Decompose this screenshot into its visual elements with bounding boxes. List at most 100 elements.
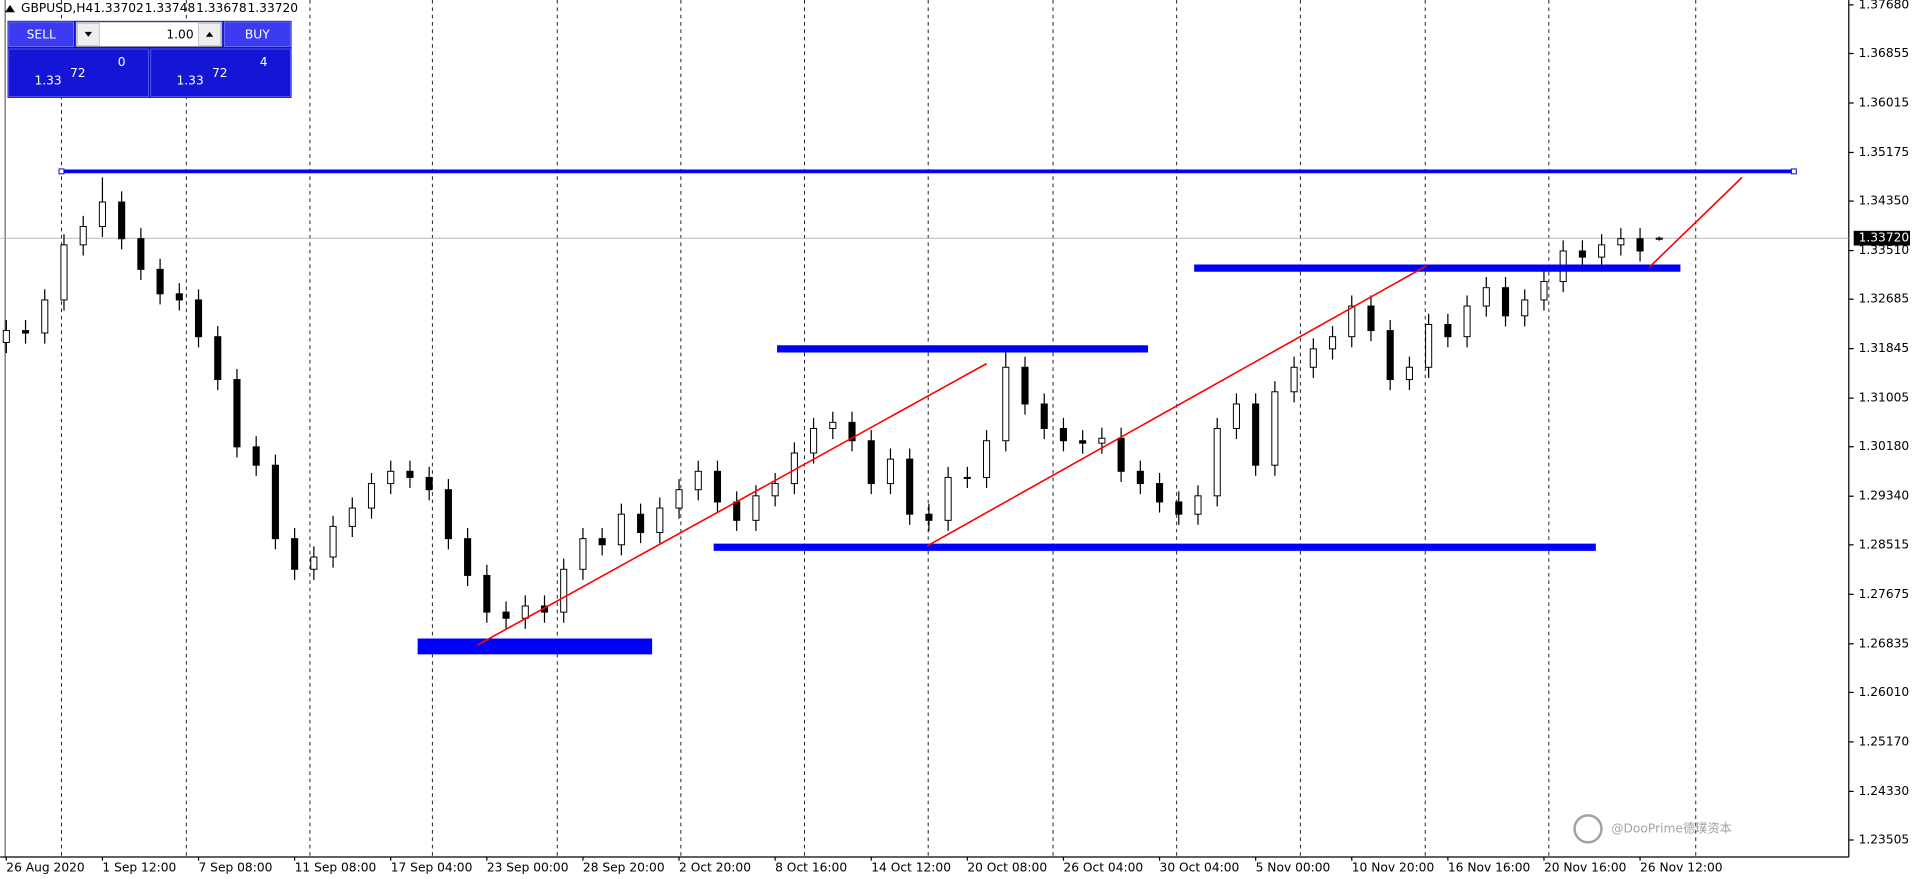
candle-body <box>1309 348 1317 368</box>
candle-body <box>617 513 625 546</box>
candle-body <box>1405 366 1413 381</box>
candle-body <box>1463 305 1471 338</box>
candle-body <box>560 568 568 613</box>
candle-body <box>194 299 203 338</box>
x-tick-label: 20 Oct 08:00 <box>967 860 1047 874</box>
candle-body <box>867 440 875 485</box>
candle-body <box>1252 403 1260 466</box>
ask-pip: 4 <box>260 55 268 69</box>
candle-body <box>1117 437 1125 472</box>
candle-body <box>1598 244 1606 258</box>
y-tick-label: 1.37680 <box>1859 0 1910 11</box>
candle-body <box>1482 287 1490 307</box>
sell-label: SELL <box>27 27 56 41</box>
bid-box[interactable] <box>8 48 149 98</box>
candle-body <box>41 299 49 334</box>
candle-body <box>1328 336 1337 350</box>
y-tick-label: 1.36855 <box>1859 46 1910 60</box>
candle-body <box>1540 281 1548 301</box>
candle-body <box>502 611 510 619</box>
level-handle <box>58 168 65 175</box>
y-tick-label: 1.36015 <box>1859 95 1910 109</box>
ask-box[interactable] <box>150 48 291 98</box>
y-tick-label: 1.26010 <box>1859 685 1910 699</box>
y-tick-label: 1.31845 <box>1859 341 1910 355</box>
y-tick-label: 1.23505 <box>1859 832 1910 846</box>
candle-body <box>444 489 452 540</box>
candle-body <box>1521 299 1529 317</box>
bid-main: 72 <box>70 66 86 80</box>
y-tick-label: 1.34350 <box>1859 194 1910 208</box>
candle-body <box>271 464 279 540</box>
candle-body <box>214 336 222 381</box>
candle-body <box>963 476 971 479</box>
candle-body <box>637 513 645 534</box>
x-tick-label: 28 Sep 20:00 <box>583 860 665 874</box>
trendline <box>476 362 987 646</box>
candle-body <box>367 483 376 509</box>
ask-big: 1.33 <box>176 73 203 87</box>
candle-body <box>2 330 10 343</box>
quote-close: 1.33720 <box>247 1 298 15</box>
candle-body <box>579 538 587 570</box>
candle-body <box>1155 483 1164 503</box>
candle-body <box>1079 440 1087 444</box>
down-arrow <box>84 31 93 37</box>
candle-body <box>1655 237 1663 240</box>
candle-body <box>329 525 337 558</box>
candle-body <box>1348 305 1356 338</box>
candle-body <box>1501 287 1510 317</box>
candle-body <box>1232 403 1240 429</box>
candle-body <box>175 293 183 301</box>
y-tick-label: 1.27675 <box>1859 587 1910 601</box>
candle-body <box>464 538 472 576</box>
plot <box>0 168 1849 655</box>
lots-input[interactable] <box>75 21 223 47</box>
candle-body <box>713 470 722 503</box>
candle-body <box>810 427 818 454</box>
candle-body <box>406 470 414 478</box>
symbol: GBPUSD,H4 <box>21 1 93 15</box>
candle-body <box>425 476 433 491</box>
y-tick-label: 1.32685 <box>1859 292 1910 306</box>
candle-body <box>675 489 683 509</box>
buy-label: BUY <box>245 27 270 41</box>
sell-button[interactable] <box>8 21 75 47</box>
candle-body <box>983 440 991 478</box>
current-price-tag <box>1853 230 1911 246</box>
candle-body <box>598 538 606 546</box>
y-tick-label: 1.26835 <box>1859 636 1910 650</box>
buy-button[interactable] <box>223 21 291 47</box>
quote-open: 1.33702 <box>93 1 144 15</box>
candle-body <box>233 379 241 448</box>
candle-body <box>521 605 529 619</box>
x-tick-label: 17 Sep 04:00 <box>391 860 473 874</box>
candle-body <box>118 201 126 240</box>
candle-body <box>944 476 952 521</box>
y-tick-label: 1.28515 <box>1859 537 1910 551</box>
candle-body <box>1386 330 1394 381</box>
candle-body <box>291 538 299 570</box>
y-tick-label: 1.25170 <box>1859 734 1910 748</box>
bid-big: 1.33 <box>34 73 61 87</box>
candle-body <box>1040 403 1048 429</box>
up-arrow <box>205 31 214 37</box>
candle-body <box>886 458 895 485</box>
candle-body <box>694 470 702 491</box>
vertical-grid <box>60 0 1697 857</box>
candle-body <box>1444 323 1452 338</box>
x-tick-label: 26 Nov 12:00 <box>1640 860 1722 874</box>
candle-body <box>1425 323 1433 368</box>
candle-body <box>387 470 395 485</box>
x-tick-label: 16 Nov 16:00 <box>1448 860 1530 874</box>
watermark-logo <box>1573 814 1603 844</box>
candle-body <box>1194 495 1202 515</box>
collapse-icon[interactable] <box>5 4 15 13</box>
x-tick-label: 26 Aug 2020 <box>6 860 84 874</box>
candle-body <box>60 244 68 301</box>
candle-body <box>137 238 145 270</box>
candle-body <box>1617 238 1625 246</box>
bid-pip: 0 <box>118 55 126 69</box>
